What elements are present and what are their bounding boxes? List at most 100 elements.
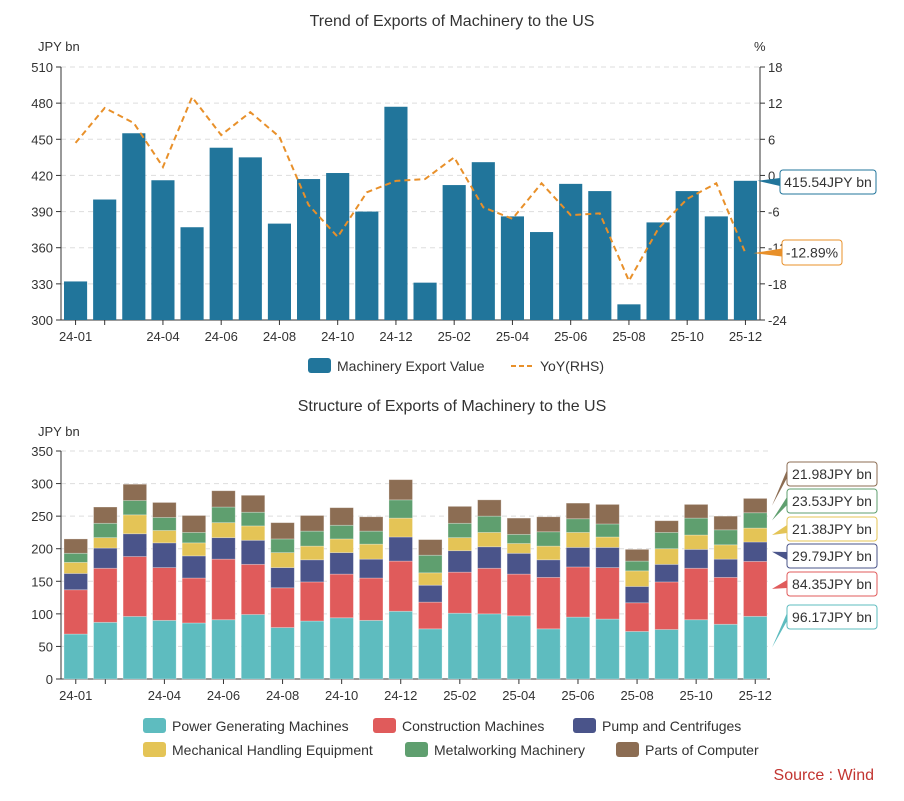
- x-tick-label: 24-01: [59, 329, 92, 344]
- bar-24-02: [93, 200, 116, 320]
- x-tick-label: 24-06: [205, 329, 238, 344]
- stack-segment-24-12-0: [389, 611, 413, 679]
- legend-swatch-bar: [308, 358, 331, 373]
- stack-segment-25-09-5: [655, 521, 679, 533]
- stack-segment-25-09-2: [655, 564, 679, 582]
- stack-segment-24-01-3: [64, 562, 88, 573]
- x-tick-label: 25-04: [496, 329, 529, 344]
- stack-segment-24-04-2: [153, 543, 177, 568]
- stack-segment-25-01-5: [419, 540, 443, 556]
- stack-segment-24-03-2: [123, 534, 147, 557]
- stack-segment-24-09-2: [300, 560, 324, 582]
- stack-segment-24-04-4: [153, 517, 177, 530]
- y-tick-label: 300: [31, 313, 53, 328]
- stack-segment-24-05-2: [182, 556, 206, 578]
- legend-swatch-5: [616, 742, 639, 757]
- stack-segment-25-11-4: [714, 530, 738, 545]
- stack-segment-25-05-3: [537, 546, 561, 560]
- bar-25-05: [530, 232, 553, 320]
- bar-25-10: [676, 191, 699, 320]
- y-tick-label: 450: [31, 132, 53, 147]
- stack-segment-25-06-4: [566, 519, 590, 533]
- y-tick-label: 480: [31, 96, 53, 111]
- stack-segment-25-12-3: [743, 528, 767, 542]
- x-tick-label: 25-02: [438, 329, 471, 344]
- stack-segment-25-01-1: [419, 602, 443, 629]
- stack-segment-25-10-4: [684, 518, 708, 535]
- stack-segment-24-10-0: [330, 618, 354, 679]
- y-tick-label: 420: [31, 168, 53, 183]
- x-tick-label: 25-08: [620, 688, 653, 703]
- legend-label-bar: Machinery Export Value: [337, 358, 485, 374]
- bar-24-06: [210, 148, 233, 320]
- stack-segment-24-12-3: [389, 518, 413, 537]
- stack-segment-24-02-0: [94, 622, 118, 679]
- bar-25-08: [617, 304, 640, 320]
- stack-segment-25-01-3: [419, 573, 443, 585]
- y-tick-label: 300: [31, 477, 53, 492]
- stack-segment-25-04-4: [507, 534, 531, 543]
- stack-segment-25-11-3: [714, 545, 738, 559]
- stack-segment-25-02-1: [448, 572, 472, 613]
- stack-segment-25-01-0: [419, 629, 443, 679]
- x-tick-label: 24-12: [384, 688, 417, 703]
- x-tick-label: 24-04: [148, 688, 181, 703]
- x-tick-label: 25-12: [729, 329, 762, 344]
- stack-segment-25-05-4: [537, 532, 561, 546]
- stack-segment-24-03-1: [123, 557, 147, 617]
- y-tick-label: 360: [31, 241, 53, 256]
- stack-segment-24-03-0: [123, 616, 147, 679]
- y-right-tick-label: -24: [768, 313, 787, 328]
- stack-segment-25-07-0: [596, 619, 620, 679]
- stack-segment-24-11-3: [359, 544, 383, 559]
- annotation-1-pointer: [772, 580, 787, 589]
- legend-label-4: Metalworking Machinery: [434, 742, 585, 758]
- stack-segment-24-05-1: [182, 578, 206, 623]
- y-tick-label: 50: [39, 639, 53, 654]
- stack-segment-24-11-1: [359, 578, 383, 620]
- stack-segment-25-12-4: [743, 513, 767, 528]
- stack-segment-25-09-0: [655, 629, 679, 679]
- y-tick-label: 200: [31, 542, 53, 557]
- stack-segment-24-06-1: [212, 559, 236, 620]
- stack-segment-24-06-2: [212, 538, 236, 559]
- chart1-right-axis-unit: %: [754, 39, 766, 54]
- stack-segment-25-03-2: [478, 547, 502, 568]
- stack-segment-24-09-3: [300, 546, 324, 560]
- stack-segment-25-03-3: [478, 532, 502, 546]
- stack-segment-24-02-3: [94, 538, 118, 548]
- bar-24-04: [151, 180, 174, 320]
- y-right-tick-label: 6: [768, 132, 775, 147]
- x-tick-label: 25-02: [443, 688, 476, 703]
- chart2-axis-unit: JPY bn: [38, 424, 80, 439]
- stack-segment-25-12-0: [743, 616, 767, 679]
- annotation-0: 96.17JPY bn: [792, 609, 872, 625]
- stack-segment-24-06-3: [212, 523, 236, 538]
- stack-segment-25-07-2: [596, 547, 620, 567]
- stack-segment-25-04-0: [507, 616, 531, 679]
- annotation-5-pointer: [772, 470, 787, 506]
- stack-segment-25-08-1: [625, 603, 649, 632]
- stack-segment-24-10-3: [330, 539, 354, 553]
- stack-segment-25-10-0: [684, 620, 708, 679]
- stack-segment-24-08-4: [271, 539, 295, 553]
- bar-24-08: [268, 224, 291, 320]
- bar-25-06: [559, 184, 582, 320]
- stack-segment-25-11-1: [714, 577, 738, 624]
- stack-segment-25-10-3: [684, 535, 708, 549]
- bar-24-10: [326, 173, 349, 320]
- stack-segment-25-05-0: [537, 629, 561, 679]
- stack-segment-24-11-4: [359, 531, 383, 544]
- y-right-tick-label: 12: [768, 96, 782, 111]
- stack-segment-25-01-4: [419, 555, 443, 573]
- stack-segment-25-04-1: [507, 574, 531, 616]
- stack-segment-24-10-5: [330, 508, 354, 526]
- stack-segment-24-02-2: [94, 548, 118, 568]
- bar-25-04: [501, 216, 524, 320]
- stack-segment-24-04-1: [153, 568, 177, 621]
- annotation-3-pointer: [772, 525, 787, 535]
- stack-segment-25-09-3: [655, 549, 679, 565]
- stack-segment-25-07-3: [596, 537, 620, 547]
- x-tick-label: 25-06: [554, 329, 587, 344]
- stack-segment-24-01-4: [64, 553, 88, 562]
